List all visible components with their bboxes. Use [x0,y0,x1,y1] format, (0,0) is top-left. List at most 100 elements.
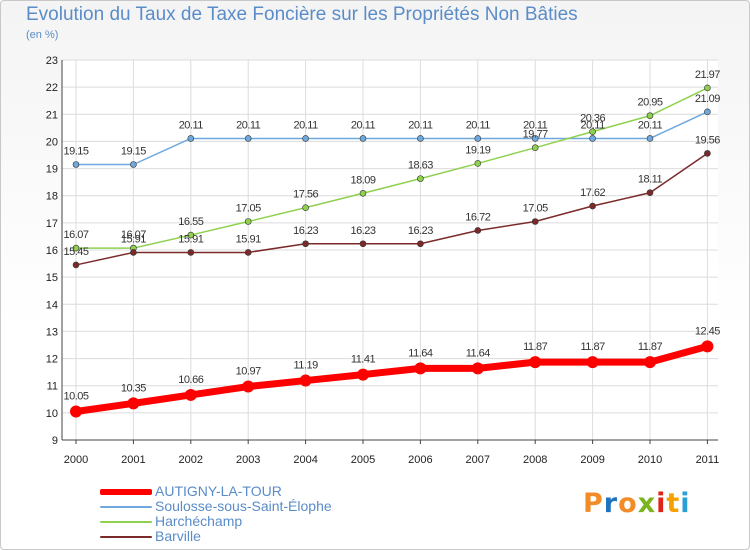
data-point [299,374,312,387]
data-label: 15.91 [236,233,261,245]
data-point [531,135,539,142]
data-point [244,135,252,142]
y-tick-label: 12 [46,354,58,366]
data-label: 15.91 [121,233,146,245]
data-point [417,135,424,142]
data-point [72,161,80,168]
data-point [644,356,656,369]
logo-letter: t [666,488,681,519]
data-label: 11.64 [408,347,433,359]
x-tick-label: 2008 [523,454,547,466]
data-label: 15.91 [178,233,203,245]
legend-swatch [100,506,152,508]
data-label: 10.35 [121,382,146,394]
data-label: 21.97 [695,69,720,81]
data-label: 16.72 [465,211,490,223]
y-tick-label: 19 [46,164,58,176]
y-tick-label: 9 [52,435,58,447]
logo-letter: i [656,488,667,519]
x-tick-label: 2000 [64,454,88,466]
y-tick-label: 10 [46,408,58,420]
data-label: 20.11 [408,119,433,131]
data-point [589,135,596,142]
data-label: 15.45 [63,246,88,258]
proxiti-logo: Proxiti [583,488,691,519]
data-point [586,356,599,369]
x-tick-label: 2003 [236,454,260,466]
x-tick-label: 2004 [293,454,317,466]
legend-label: Soulosse-sous-Saint-Élophe [155,498,332,514]
chart-unit-label: (en %) [26,29,59,41]
data-label: 17.05 [236,203,261,215]
data-label: 16.07 [63,229,88,241]
y-tick-label: 21 [46,109,58,121]
data-point [701,340,714,353]
data-label: 10.05 [63,391,88,403]
series-line [76,87,708,249]
data-point [72,244,80,252]
data-label: 20.11 [236,119,261,131]
data-label: 11.87 [580,341,605,353]
data-label: 21.09 [695,93,720,105]
legend-swatch [100,489,152,495]
logo-letter: x [637,488,657,519]
data-label: 17.56 [293,189,318,201]
data-point [531,144,539,151]
data-point [187,249,195,256]
data-labels: 19.15 19.15 20.11 20.11 20.11 20.11 20.11 20.11… [63,69,720,403]
data-point [357,368,369,381]
data-point [72,261,80,269]
data-label: 20.11 [523,119,548,131]
data-point [646,189,654,197]
data-point [130,161,137,168]
data-point [130,249,137,256]
data-point [704,150,711,157]
data-label: 18.63 [408,160,433,172]
data-point [704,108,711,116]
data-point [242,380,255,393]
data-label: 10.66 [178,374,203,386]
y-tick-label: 13 [46,326,58,338]
data-point [474,160,482,167]
y-tick-label: 22 [46,82,58,94]
data-point [359,189,367,197]
data-point [704,84,711,92]
data-label: 16.55 [178,216,203,228]
series-layer [70,84,714,418]
axes: 9 10 11 12 13 14 15 16 17 18 19 20 21 22 23 2000 2001 200… [46,55,719,466]
y-tick-label: 17 [46,218,58,230]
data-label: 20.36 [580,113,605,125]
y-tick-label: 15 [46,272,58,284]
data-label: 17.05 [523,203,548,215]
y-tick-label: 11 [47,381,58,393]
data-label: 16.23 [350,225,375,237]
data-point [187,231,195,239]
legend-swatch [100,521,152,523]
data-label: 11.41 [351,354,376,366]
y-tick-label: 14 [46,299,58,311]
data-label: 11.64 [466,347,491,359]
data-label: 19.15 [63,146,88,158]
x-tick-label: 2011 [696,454,720,466]
data-point [471,362,484,375]
data-label: 20.11 [638,119,663,131]
chart-title: Evolution du Taux de Taxe Foncière sur l… [26,4,578,25]
data-label: 19.15 [121,146,146,158]
x-tick-label: 2009 [580,454,604,466]
data-label: 18.11 [638,174,663,186]
x-tick-label: 2002 [179,454,203,466]
legend-label: AUTIGNY-LA-TOUR [155,483,282,499]
data-label: 10.97 [236,366,261,378]
data-point [589,128,596,135]
data-label: 20.11 [466,119,491,131]
x-tick-label: 2010 [638,454,662,466]
data-point [531,218,539,225]
data-point [244,249,252,256]
data-point [646,135,654,142]
legend-swatch [100,536,152,538]
data-point [127,397,140,410]
data-point [474,135,482,142]
data-point [417,175,424,182]
data-label: 11.87 [638,341,663,353]
